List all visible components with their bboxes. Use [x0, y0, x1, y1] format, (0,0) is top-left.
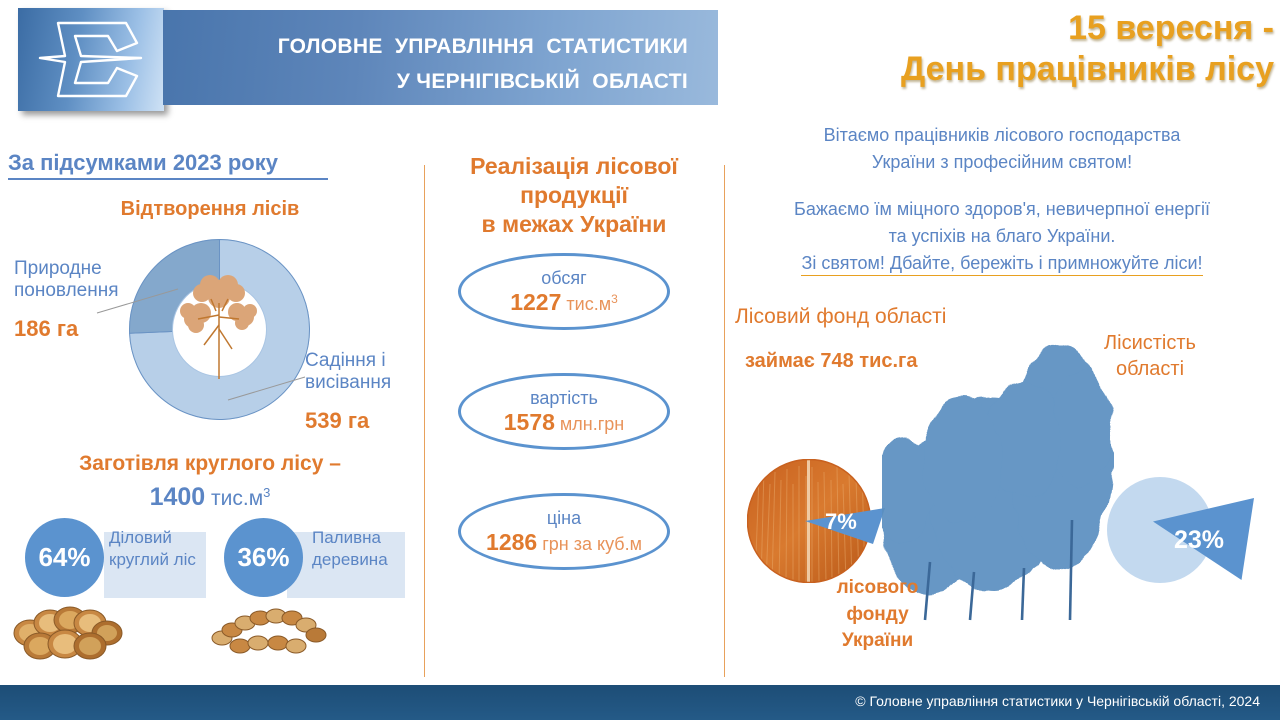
svg-text:23%: 23% — [1174, 526, 1224, 554]
svg-text:7%: 7% — [825, 509, 857, 534]
